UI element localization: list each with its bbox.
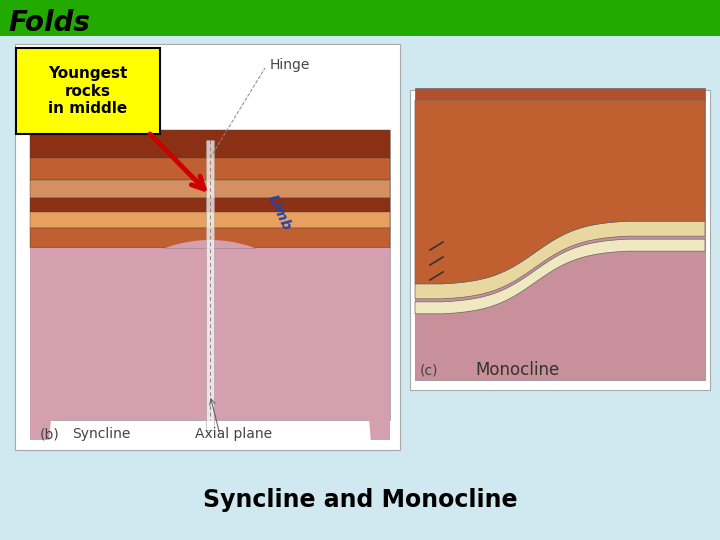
Bar — [30, 228, 390, 248]
Bar — [15, 44, 400, 450]
Bar — [30, 198, 390, 212]
Polygon shape — [50, 160, 370, 400]
Text: (c): (c) — [420, 364, 438, 378]
Bar — [30, 130, 390, 158]
Polygon shape — [415, 100, 705, 284]
Text: Folds: Folds — [8, 9, 90, 37]
Bar — [410, 90, 710, 390]
Polygon shape — [30, 240, 390, 440]
Polygon shape — [72, 137, 348, 330]
FancyBboxPatch shape — [206, 140, 214, 430]
Bar — [415, 100, 705, 380]
Text: (b): (b) — [40, 427, 60, 441]
Bar — [0, 0, 720, 36]
Polygon shape — [415, 239, 705, 314]
FancyBboxPatch shape — [415, 88, 705, 100]
Text: Monocline: Monocline — [475, 361, 559, 379]
Text: Youngest
rocks
in middle: Youngest rocks in middle — [48, 66, 127, 116]
Text: Limb: Limb — [265, 193, 294, 233]
FancyBboxPatch shape — [16, 48, 160, 134]
Polygon shape — [60, 142, 360, 362]
Bar — [30, 212, 390, 228]
Bar — [30, 158, 390, 180]
Text: Syncline and Monocline: Syncline and Monocline — [203, 488, 517, 512]
Bar — [30, 130, 390, 420]
Bar — [30, 180, 390, 198]
Polygon shape — [415, 221, 705, 299]
Text: Syncline: Syncline — [72, 427, 130, 441]
Text: Axial plane: Axial plane — [195, 427, 272, 441]
Text: Hinge: Hinge — [270, 58, 310, 72]
